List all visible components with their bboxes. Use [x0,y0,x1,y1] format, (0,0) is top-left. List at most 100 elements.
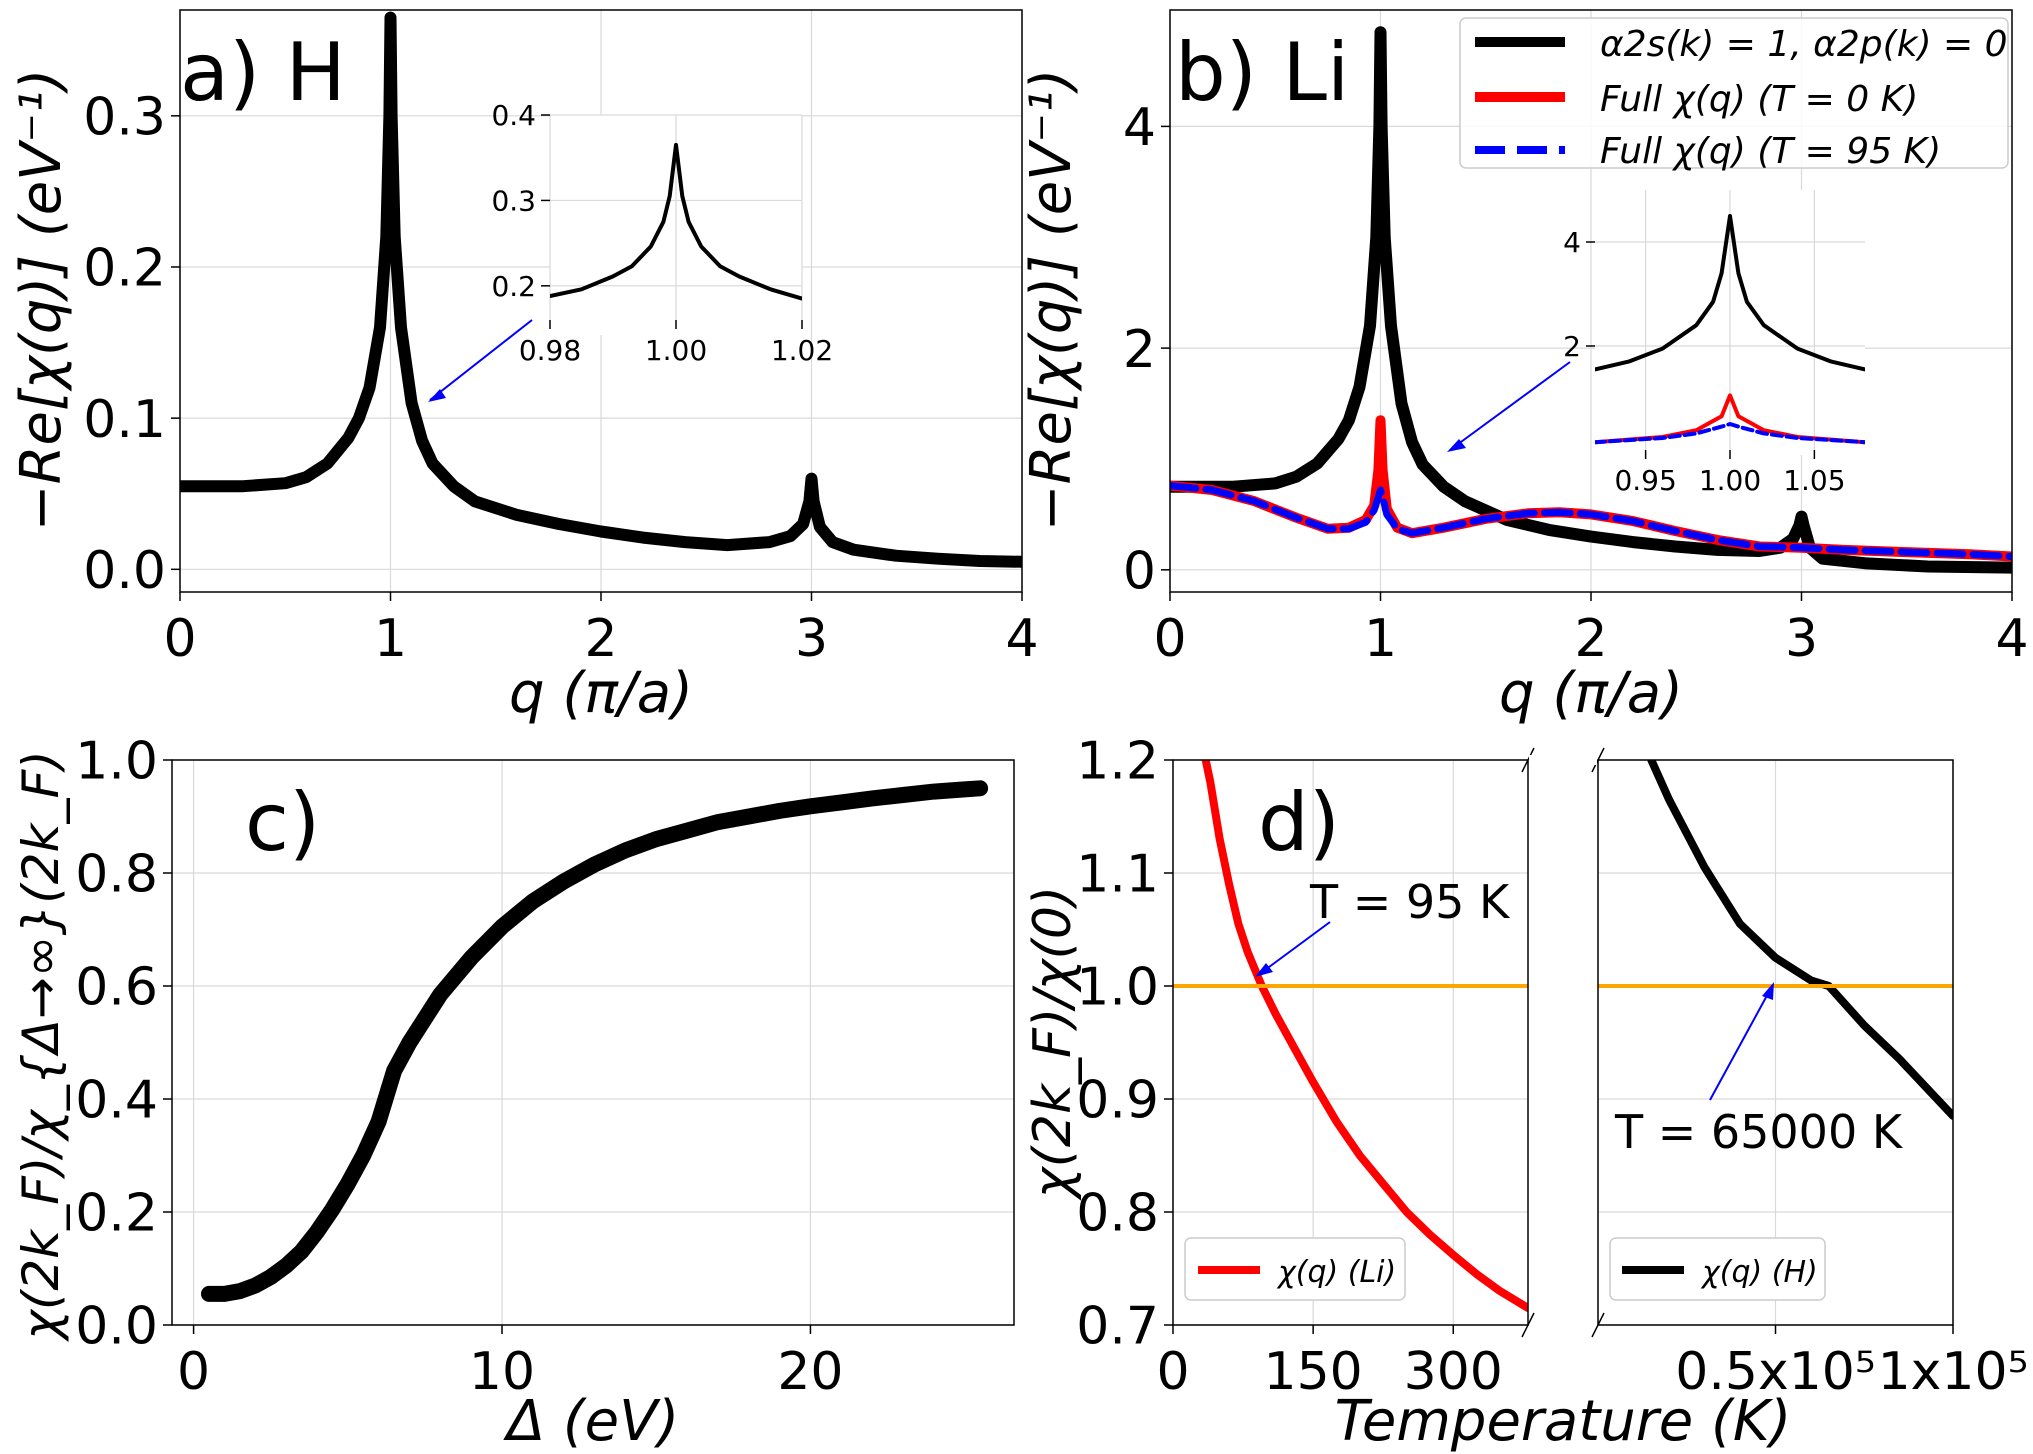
panel-b-ylabel: −Re[χ(q)] (eV⁻¹) [1019,69,1084,532]
panel-b-inset-ytick-label: 4 [1563,226,1581,259]
panel-d: 0 150 300 0.7 0.8 0.9 1.0 1.1 1.2 χ(q) (Li) T = … [1023,732,2028,1454]
panel-c-ylabel: χ(2k_F)/χ_{Δ→∞}(2k_F) [12,750,70,1342]
panel-d-right: 0.5x10⁵ 1x10⁵ χ(q) (H) T = 65000 K [1597,759,2028,1402]
panel-b-series-blue [1170,482,2012,560]
panel-d-right-legend-label: χ(q) (H) [1700,1255,1818,1290]
panel-d-right-arrowhead [1762,982,1774,1000]
panel-d-right-xtick-label: 1x10⁵ [1878,1342,2029,1402]
panel-b-xtick-label: 0 [1153,609,1186,669]
panel-b-plot [1170,26,2012,574]
panel-d-left-legend-label: χ(q) (Li) [1276,1255,1396,1290]
panel-b-inset-arrowhead [1447,439,1466,452]
panel-b-inset-plot [1595,214,1865,445]
panel-a-inset-xtick-label: 0.98 [519,334,581,367]
panel-b-inset-xtick-label: 0.95 [1614,464,1676,497]
panel-a-inset-arrowhead [428,389,446,402]
panel-a-xtick-label: 2 [584,609,617,669]
break-mark-top-right [1591,747,1605,773]
panel-b-ytick-label: 0 [1123,542,1156,602]
panel-a-inset-ytick-label: 0.3 [491,184,536,217]
panel-d-right-xtick-label: 0.5x10⁵ [1675,1342,1875,1402]
panel-d-left-frame [1172,759,1529,1326]
panel-d-left-ytick-label: 1.1 [1076,845,1159,905]
break-gap-cover-top [1529,755,1597,765]
panel-a-xtick-label: 3 [795,609,828,669]
panel-a-inset-series-line [550,142,802,301]
panel-b-inset-arrow [1449,361,1571,451]
panel-b-series-black [1170,26,2012,574]
panel-b-legend-box [1459,17,2009,169]
panel-a-ytick-label: 0.0 [83,541,166,601]
panel-d-right-arrow [1709,989,1771,1101]
panel-b-inset-xtick-label: 1.05 [1783,464,1845,497]
panel-d-left-ytick-label: 0.9 [1076,1071,1159,1131]
panel-c-ytick-label: 0.6 [75,958,158,1018]
panel-d-left-ytick-label: 0.8 [1076,1184,1159,1244]
panel-d-left-arrowhead [1255,963,1273,977]
panel-b-ytick-label: 4 [1123,98,1156,158]
panel-a-inset-xtick-label: 1.00 [645,334,707,367]
panel-b-inset-series-line [1595,422,1865,445]
panel-d-left-ytick-label: 1.2 [1076,732,1159,792]
panel-d-left-legend: χ(q) (Li) [1184,1237,1406,1301]
panel-a-ylabel: −Re[χ(q)] (eV⁻¹) [9,69,74,532]
panel-c-ytick-label: 0.4 [75,1071,158,1131]
panel-a-inset-arrow [429,319,533,401]
panel-d-left-legend-box [1184,1237,1406,1301]
panel-a-label: a) H [180,26,346,119]
panel-c-xtick-label: 10 [469,1342,535,1402]
break-mark-top-left [1521,747,1535,773]
panel-d-xlabel: Temperature (K) [1335,1389,1792,1454]
panel-a-inset-ytick-label: 0.4 [491,99,536,132]
panel-c-xlabel: Δ (eV) [503,1389,680,1454]
panel-d-left-series-li [1201,760,1528,1312]
panel-b-xtick-label: 4 [1995,609,2028,669]
legend-label-red: Full χ(q) (T = 0 K) [1600,79,1918,120]
panel-d-left-ytick-label: 1.0 [1076,958,1159,1018]
panel-c-frame [171,759,1015,1326]
panel-b-inset-ticks: 0.95 1.00 1.05 2 4 [1563,226,1845,497]
panel-b-inset-grid [1595,190,1865,450]
panel-b-inset-ytick-label: 2 [1563,330,1581,363]
panel-a-xlabel: q (π/a) [509,661,693,726]
panel-d-left-ytick-label: 0.7 [1076,1297,1159,1357]
panel-a-xtick-label: 0 [163,609,196,669]
panel-b-inset: 0.95 1.00 1.05 2 4 [1563,190,1865,497]
panel-a-ytick-label: 0.3 [83,88,166,148]
panel-c-ytick-label: 1.0 [75,732,158,792]
panel-a-ytick-label: 0.2 [83,239,166,299]
panel-d-left-xtick-label: 150 [1263,1342,1362,1402]
panel-d-left-arrow [1264,921,1331,971]
panel-a-xtick-label: 4 [1005,609,1038,669]
panel-b-label: b) Li [1175,26,1349,119]
panel-c-ticks: 0 10 20 0.0 0.2 0.4 0.6 0.8 1.0 [75,732,843,1402]
panel-c-series-line [201,780,989,1302]
panel-c-label: c) [245,776,320,869]
panel-c: 0 10 20 0.0 0.2 0.4 0.6 0.8 1.0 c) χ(2k_F)/χ_{Δ→… [12,732,1015,1454]
panel-d-right-legend-box [1609,1237,1826,1301]
break-mark-bottom-left [1521,1312,1535,1338]
panel-c-ytick-label: 0.0 [75,1297,158,1357]
panel-c-xtick-label: 0 [177,1342,210,1402]
panel-c-ytick-label: 0.2 [75,1184,158,1244]
panel-d-right-ticks: 0.5x10⁵ 1x10⁵ [1675,1325,2028,1402]
legend-label-blue: Full χ(q) (T = 95 K) [1600,131,1941,172]
panel-c-plot [201,780,989,1302]
panel-d-right-plot [1598,760,1953,1120]
panel-c-xtick-label: 20 [777,1342,843,1402]
panel-a-inset-ticks: 0.98 1.00 1.02 0.2 0.3 0.4 [491,99,833,367]
panel-d-right-legend: χ(q) (H) [1609,1237,1826,1301]
panel-b-legend: α2s(k) = 1, α2p(k) = 0 Full χ(q) (T = 0 … [1459,17,2009,172]
panel-d-left-annotation: T = 95 K [1309,875,1511,929]
panel-d-right-series-h [1647,760,1953,1120]
panel-b-xtick-label: 2 [1574,609,1607,669]
break-mark-bottom-right [1591,1312,1605,1338]
panel-c-ytick-label: 0.8 [75,845,158,905]
panel-b-xlabel: q (π/a) [1499,661,1683,726]
panel-a-inset-xtick-label: 1.02 [771,334,833,367]
panel-a: 0 1 2 3 40.00.10.20.3 a) H −Re[χ(q)] (eV⁻¹) … [9,9,1039,726]
panel-d-break-marks [1521,747,1605,1338]
panel-a-inset-ytick-label: 0.2 [491,270,536,303]
